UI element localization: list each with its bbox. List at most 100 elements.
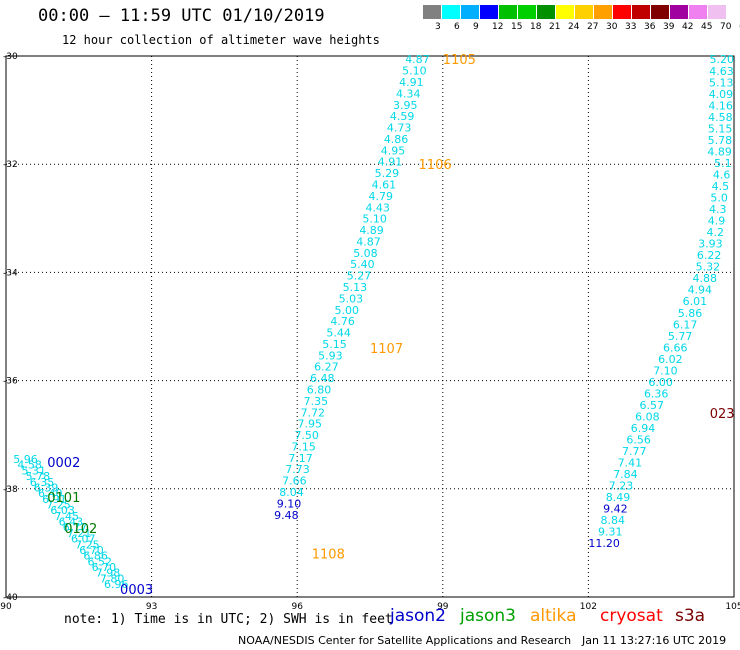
scale-swatch — [651, 5, 669, 19]
wave-height-value: 7.35 — [304, 395, 329, 408]
wave-height-value: 5.20 — [710, 53, 735, 66]
scale-label: 15 — [511, 22, 523, 32]
wave-height-value: 5.93 — [318, 349, 343, 362]
wave-height-value: 5.78 — [708, 134, 733, 147]
wave-height-value: 7.15 — [291, 440, 316, 453]
lat-tick-label: -32 — [3, 160, 18, 170]
wave-height-value: 5.08 — [353, 247, 378, 260]
wave-height-value: 11.20 — [588, 537, 620, 550]
credit-line: NOAA/NESDIS Center for Satellite Applica… — [238, 634, 572, 647]
lon-tick-label: 96 — [291, 602, 303, 612]
wave-height-value: 4.09 — [709, 88, 734, 101]
wave-height-value: 6.08 — [635, 410, 660, 423]
wave-height-value: 7.98 — [96, 567, 121, 580]
lon-tick-label: 99 — [437, 602, 449, 612]
scale-label: 21 — [549, 22, 561, 32]
wave-height-value: 4.76 — [330, 315, 355, 328]
scale-swatch — [518, 5, 536, 19]
scale-swatch — [575, 5, 593, 19]
wave-height-value: 4.58 — [17, 459, 42, 472]
lat-tick-label: -38 — [3, 485, 18, 495]
map-title: 00:00 – 11:59 UTC 01/10/2019 — [38, 6, 325, 26]
scale-swatch — [480, 5, 498, 19]
scale-label: 45 — [701, 22, 713, 32]
pass-label: 1108 — [312, 548, 345, 563]
wave-height-value: 4.89 — [707, 145, 732, 158]
generated-timestamp: Jan 11 13:27:16 UTC 2019 — [582, 634, 727, 647]
wave-height-value: 6.70 — [92, 561, 117, 574]
wave-height-value: 4.63 — [709, 65, 734, 78]
scale-swatch — [689, 5, 707, 19]
wave-height-value: 9.42 — [603, 503, 628, 516]
wave-height-value: 5.1 — [714, 157, 732, 170]
wave-height-value: 4.79 — [369, 190, 394, 203]
wave-height-value: 5.10 — [402, 65, 427, 78]
wave-height-value: 6.77 — [63, 521, 87, 534]
wave-height-value: 6.43 — [59, 516, 83, 529]
wave-height-value: 4.87 — [405, 53, 430, 66]
wave-height-value: 7.10 — [653, 364, 678, 377]
wave-height-value: 4.58 — [708, 111, 733, 124]
scale-swatch — [670, 5, 688, 19]
scale-swatch — [461, 5, 479, 19]
map-subtitle: 12 hour collection of altimeter wave hei… — [62, 33, 380, 47]
wave-height-value: 5.13 — [709, 76, 734, 89]
wave-height-value: 4.95 — [381, 144, 406, 157]
wave-height-value: 4.88 — [692, 272, 717, 285]
wave-height-value: 7.50 — [294, 429, 319, 442]
wave-height-value: 5.86 — [678, 307, 703, 320]
wave-height-value: 4.61 — [372, 179, 397, 192]
wave-height-value: 6.07 — [71, 533, 96, 546]
scale-label: 3 — [435, 22, 441, 32]
wave-height-value: 6.66 — [663, 341, 688, 354]
wave-height-value: 4.86 — [384, 133, 409, 146]
legend-jason2: jason2 — [390, 606, 446, 626]
wave-height-value: 7.17 — [288, 452, 313, 465]
scale-swatch — [499, 5, 517, 19]
wave-height-value: 5.10 — [362, 213, 387, 226]
wave-height-value: 5.00 — [335, 304, 360, 317]
wave-height-value: 9.48 — [274, 509, 299, 522]
pass-label: 0102 — [64, 522, 97, 537]
wave-height-value: 5.40 — [350, 258, 375, 271]
wave-height-value: 4.2 — [706, 226, 724, 239]
wave-height-value: 6.02 — [658, 353, 683, 366]
wave-height-value: 4.94 — [688, 284, 713, 297]
wave-height-value: 8.04 — [279, 486, 304, 499]
wave-height-value: 9.10 — [277, 497, 302, 510]
wave-height-value: 6.36 — [644, 387, 669, 400]
wave-height-value: 6.96 — [104, 578, 128, 591]
wave-height-value: 6.80 — [307, 383, 332, 396]
lat-tick-label: -30 — [3, 52, 18, 62]
lat-tick-label: -36 — [3, 377, 18, 387]
scale-swatch — [613, 5, 631, 19]
wave-height-value: 7.21 — [67, 527, 92, 540]
lon-tick-label: 93 — [146, 602, 157, 612]
wave-height-value: 6.86 — [83, 550, 108, 563]
scale-label: 30 — [606, 22, 618, 32]
wave-height-value: 3.95 — [393, 99, 418, 112]
wave-height-value: 4.89 — [359, 224, 384, 237]
map-frame — [5, 55, 735, 598]
scale-label: 39 — [663, 22, 675, 32]
wave-height-value: 6.01 — [683, 295, 708, 308]
wave-height-value: 4.9 — [708, 215, 726, 228]
wave-height-value: 4.16 — [708, 99, 733, 112]
scale-label: 70 — [720, 22, 732, 32]
wave-height-value: 6.57 — [640, 399, 665, 412]
pass-label: 1106 — [419, 158, 452, 173]
wave-height-value: 6.56 — [626, 434, 651, 447]
wave-height-value: 4.6 — [713, 168, 731, 181]
wave-height-value: 5.44 — [326, 327, 351, 340]
lat-tick-label: -34 — [3, 268, 18, 278]
wave-height-value: 7.73 — [285, 463, 310, 476]
scale-label: 27 — [587, 22, 599, 32]
scale-label: 24 — [568, 22, 580, 32]
wave-height-value: 5.29 — [375, 167, 400, 180]
wave-height-value: 5.77 — [668, 330, 693, 343]
wave-height-value: 6.70 — [79, 544, 104, 557]
pass-label: 1105 — [443, 53, 476, 68]
wave-height-value: 5.03 — [339, 292, 364, 305]
wave-height-value: 5.32 — [696, 261, 721, 274]
